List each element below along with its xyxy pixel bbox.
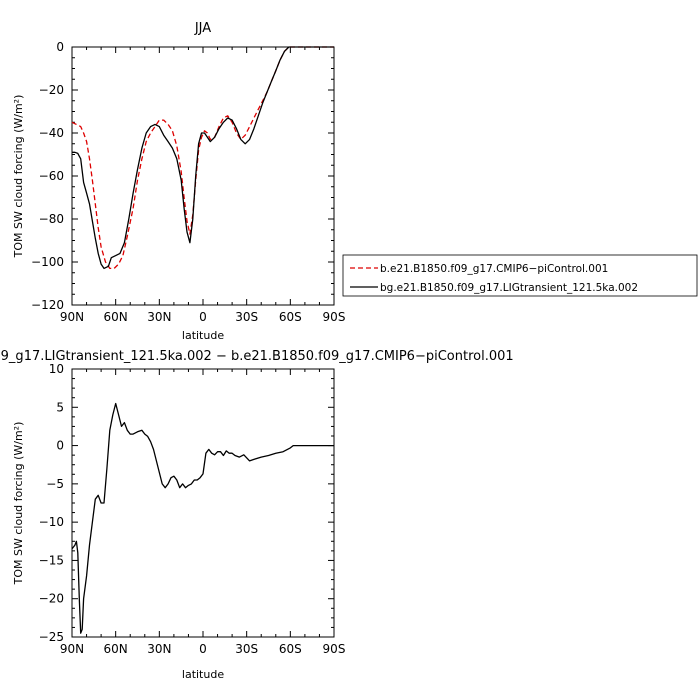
y-tick-label: 10 (49, 362, 64, 376)
y-tick-label: 0 (56, 40, 64, 54)
top-axes: 90N 60N 30N 0 30S 60S 90S 0 −20 −40 −60 −80 −100 −120 (31, 40, 345, 324)
y-tick-label: −80 (39, 212, 64, 226)
x-tick-label: 90S (323, 310, 346, 324)
y-tick-label: −10 (39, 515, 64, 529)
y-tick-label: −100 (31, 255, 64, 269)
x-tick-label: 60N (104, 642, 128, 656)
x-tick-label: 30S (235, 310, 258, 324)
x-tick-label: 0 (199, 310, 207, 324)
bottom-panel-title: bg.e21.B1850.f09_g17.LIGtransient_121.5k… (0, 349, 514, 364)
x-tick-label: 60S (279, 310, 302, 324)
x-tick-label: 90S (323, 642, 346, 656)
series-line-0 (71, 402, 334, 634)
y-tick-label: −25 (39, 630, 64, 644)
x-tick-label: 30N (147, 310, 171, 324)
y-tick-label: −20 (39, 592, 64, 606)
series-line-1 (72, 46, 334, 270)
y-tick-label: 5 (56, 400, 64, 414)
bottom-plot-area (71, 402, 334, 634)
bottom-panel: bg.e21.B1850.f09_g17.LIGtransient_121.5k… (0, 349, 514, 681)
x-tick-label: 0 (199, 642, 207, 656)
x-tick-label: 60N (104, 310, 128, 324)
x-tick-label: 60S (279, 642, 302, 656)
bottom-y-axis-label: TOM SW cloud forcing (W/m²) (12, 422, 25, 586)
top-x-axis-label: latitude (182, 329, 224, 342)
legend-box (342, 254, 698, 297)
top-plot-frame (71, 46, 335, 306)
y-tick-label: −60 (39, 169, 64, 183)
legend-label-ligtransient: bg.e21.B1850.f09_g17.LIGtransient_121.5k… (380, 282, 638, 294)
bottom-plot-frame (71, 368, 335, 638)
top-y-axis-label: TOM SW cloud forcing (W/m²) (12, 95, 25, 259)
x-tick-label: 90N (60, 642, 84, 656)
y-tick-label: −5 (46, 477, 64, 491)
bottom-x-axis-label: latitude (182, 668, 224, 681)
series-line-0 (71, 46, 334, 270)
top-plot-area (71, 46, 334, 270)
top-panel-title: JJA (194, 21, 211, 36)
y-tick-label: −15 (39, 553, 64, 567)
legend: b.e21.B1850.f09_g17.CMIP6−piControl.001 … (342, 254, 698, 297)
y-tick-label: −40 (39, 126, 64, 140)
y-tick-label: −120 (31, 298, 64, 312)
y-tick-label: −20 (39, 83, 64, 97)
x-tick-label: 90N (60, 310, 84, 324)
top-panel: JJA 90N 60N 30N 0 30S 60S 90S 0 −20 −40 −60 −80 −100… (12, 21, 698, 342)
x-tick-label: 30N (147, 642, 171, 656)
bottom-axes: 90N 60N 30N 0 30S 60S 90S 10 5 0 −5 −10 −15 −20 −25 (39, 362, 346, 656)
legend-label-picontrol: b.e21.B1850.f09_g17.CMIP6−piControl.001 (380, 263, 608, 275)
y-tick-label: 0 (56, 439, 64, 453)
x-tick-label: 30S (235, 642, 258, 656)
